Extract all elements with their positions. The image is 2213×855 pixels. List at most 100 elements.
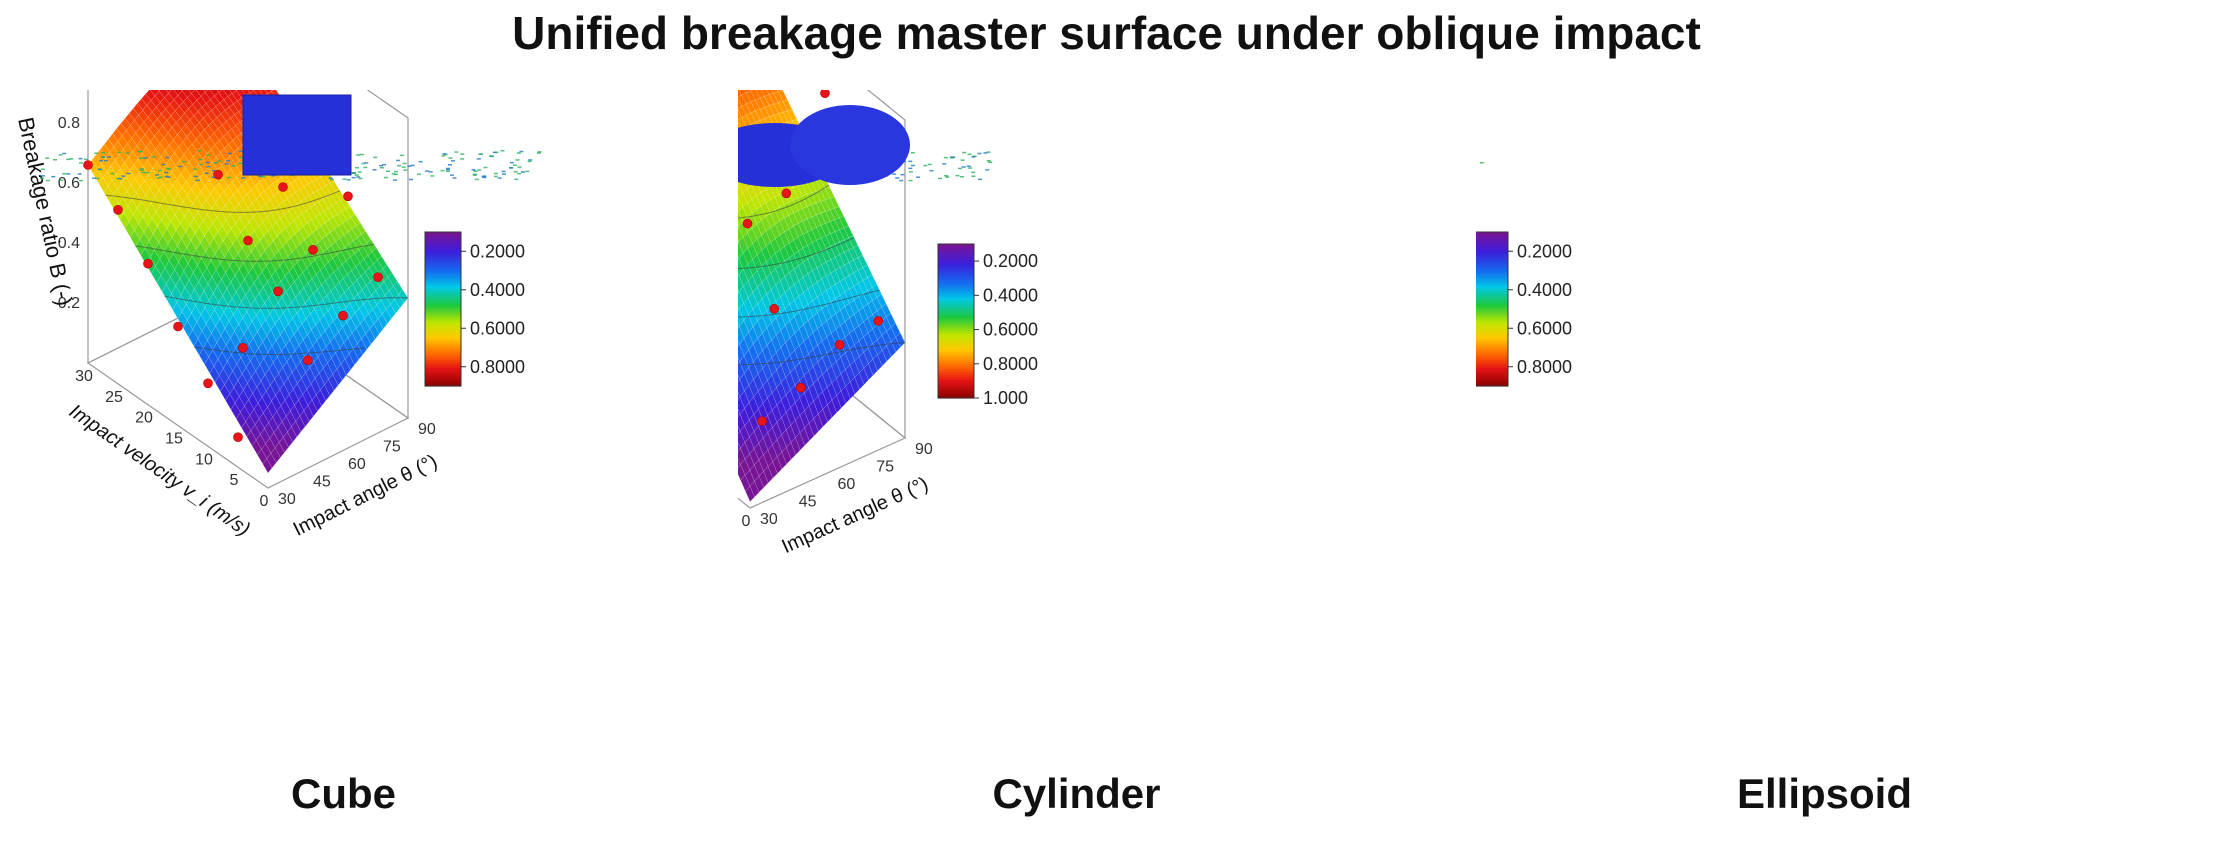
surface-patch xyxy=(107,179,118,196)
colorbar-segment xyxy=(938,374,974,379)
colorbar-segment xyxy=(938,326,974,330)
colorbar-segment xyxy=(938,341,974,345)
colorbar-segment xyxy=(1476,306,1508,310)
debris-particle xyxy=(78,179,83,182)
debris-particle xyxy=(407,165,412,167)
colorbar-segment xyxy=(425,298,461,302)
data-point xyxy=(795,382,806,393)
particle-simulation-image xyxy=(40,94,542,182)
colorbar-segment xyxy=(425,262,461,266)
colorbar-segment xyxy=(1476,316,1508,320)
colorbar-segment xyxy=(938,364,974,368)
colorbar-segment xyxy=(938,267,974,271)
colorbar-segment xyxy=(1476,293,1508,297)
surface-patch xyxy=(127,137,138,152)
contour-line xyxy=(105,190,341,213)
surface-patch xyxy=(215,102,226,115)
debris-particle xyxy=(121,175,126,177)
debris-particle xyxy=(446,168,450,171)
colorbar-segment xyxy=(425,314,461,318)
debris-particle xyxy=(449,174,454,176)
surface-patch xyxy=(813,413,824,432)
colorbar-segment xyxy=(938,308,974,312)
surface-patch xyxy=(848,259,859,274)
debris-particle xyxy=(403,169,408,171)
surface-patch xyxy=(311,394,322,412)
colorbar-segment xyxy=(938,382,974,386)
debris-particle xyxy=(397,164,401,167)
colorbar-segment xyxy=(938,346,974,350)
debris-particle xyxy=(161,163,166,166)
colorbar-segment xyxy=(938,372,974,376)
contour-line xyxy=(738,289,880,318)
colorbar-segment xyxy=(938,351,974,355)
v-tick-label: 20 xyxy=(135,410,153,427)
debris-particle xyxy=(386,170,390,172)
debris-particle xyxy=(117,151,122,154)
colorbar-segment xyxy=(938,254,974,258)
debris-particle xyxy=(159,176,163,178)
colorbar-segment xyxy=(938,336,974,340)
debris-particle xyxy=(178,165,183,168)
colorbar-tick-label: 0.2000 xyxy=(1517,241,1572,261)
colorbar-segment xyxy=(425,273,461,277)
colorbar-segment xyxy=(1476,344,1508,349)
surface-patch xyxy=(251,370,262,388)
debris-particle xyxy=(379,167,384,169)
debris-particle xyxy=(961,166,966,168)
colorbar-segment xyxy=(425,326,461,331)
debris-particle xyxy=(445,170,450,172)
surface-patch xyxy=(840,385,851,404)
v-tick-label: 0 xyxy=(260,493,269,510)
colorbar-segment xyxy=(1476,362,1508,367)
debris-particle xyxy=(536,152,541,154)
surface-patch xyxy=(165,90,172,94)
surface-patch xyxy=(754,475,764,493)
surface-patch xyxy=(772,422,782,441)
surface-patch xyxy=(351,266,362,281)
debris-particle xyxy=(95,177,100,180)
surface-patch xyxy=(324,261,335,277)
colorbar-tick-label: 0.8000 xyxy=(470,357,525,377)
debris-particle xyxy=(364,162,369,164)
surface-patch xyxy=(225,337,236,355)
surface-patch xyxy=(774,220,785,236)
surface-patch xyxy=(826,348,837,367)
debris-particle xyxy=(69,158,74,160)
debris-particle xyxy=(473,170,478,172)
surface-patch xyxy=(125,124,136,139)
colorbar-segment xyxy=(1476,270,1508,274)
debris-particle xyxy=(360,153,364,156)
colorbar-segment xyxy=(425,370,461,374)
debris-particle xyxy=(204,172,209,175)
surface-patch xyxy=(188,103,199,116)
debris-particle xyxy=(537,151,542,153)
data-point xyxy=(834,340,845,350)
colorbar-segment xyxy=(1476,291,1508,295)
debris-particle xyxy=(205,161,210,164)
colorbar-segment xyxy=(1476,244,1508,248)
debris-particle xyxy=(955,174,960,177)
debris-particle xyxy=(227,152,232,155)
surface-patch xyxy=(307,399,318,417)
debris-particle xyxy=(460,153,465,155)
surface-patch xyxy=(757,298,768,317)
colorbar-tick-label: 0.4000 xyxy=(1517,280,1572,300)
colorbar-segment xyxy=(425,365,461,369)
surface-patch xyxy=(122,190,133,207)
debris-particle xyxy=(417,173,421,175)
surface-patch xyxy=(797,220,808,235)
surface-patch xyxy=(253,276,264,294)
colorbar-segment xyxy=(938,367,974,371)
debris-particle xyxy=(971,156,976,158)
debris-particle xyxy=(164,171,169,174)
debris-particle xyxy=(231,165,236,167)
surface-patch xyxy=(795,414,805,434)
colorbar-segment xyxy=(425,306,461,310)
colorbar-segment xyxy=(425,332,461,336)
contour-line xyxy=(194,346,365,355)
surface-patch xyxy=(264,297,275,315)
debris-particle xyxy=(478,153,483,155)
debris-particle xyxy=(195,179,200,182)
surface-patch xyxy=(757,367,768,387)
